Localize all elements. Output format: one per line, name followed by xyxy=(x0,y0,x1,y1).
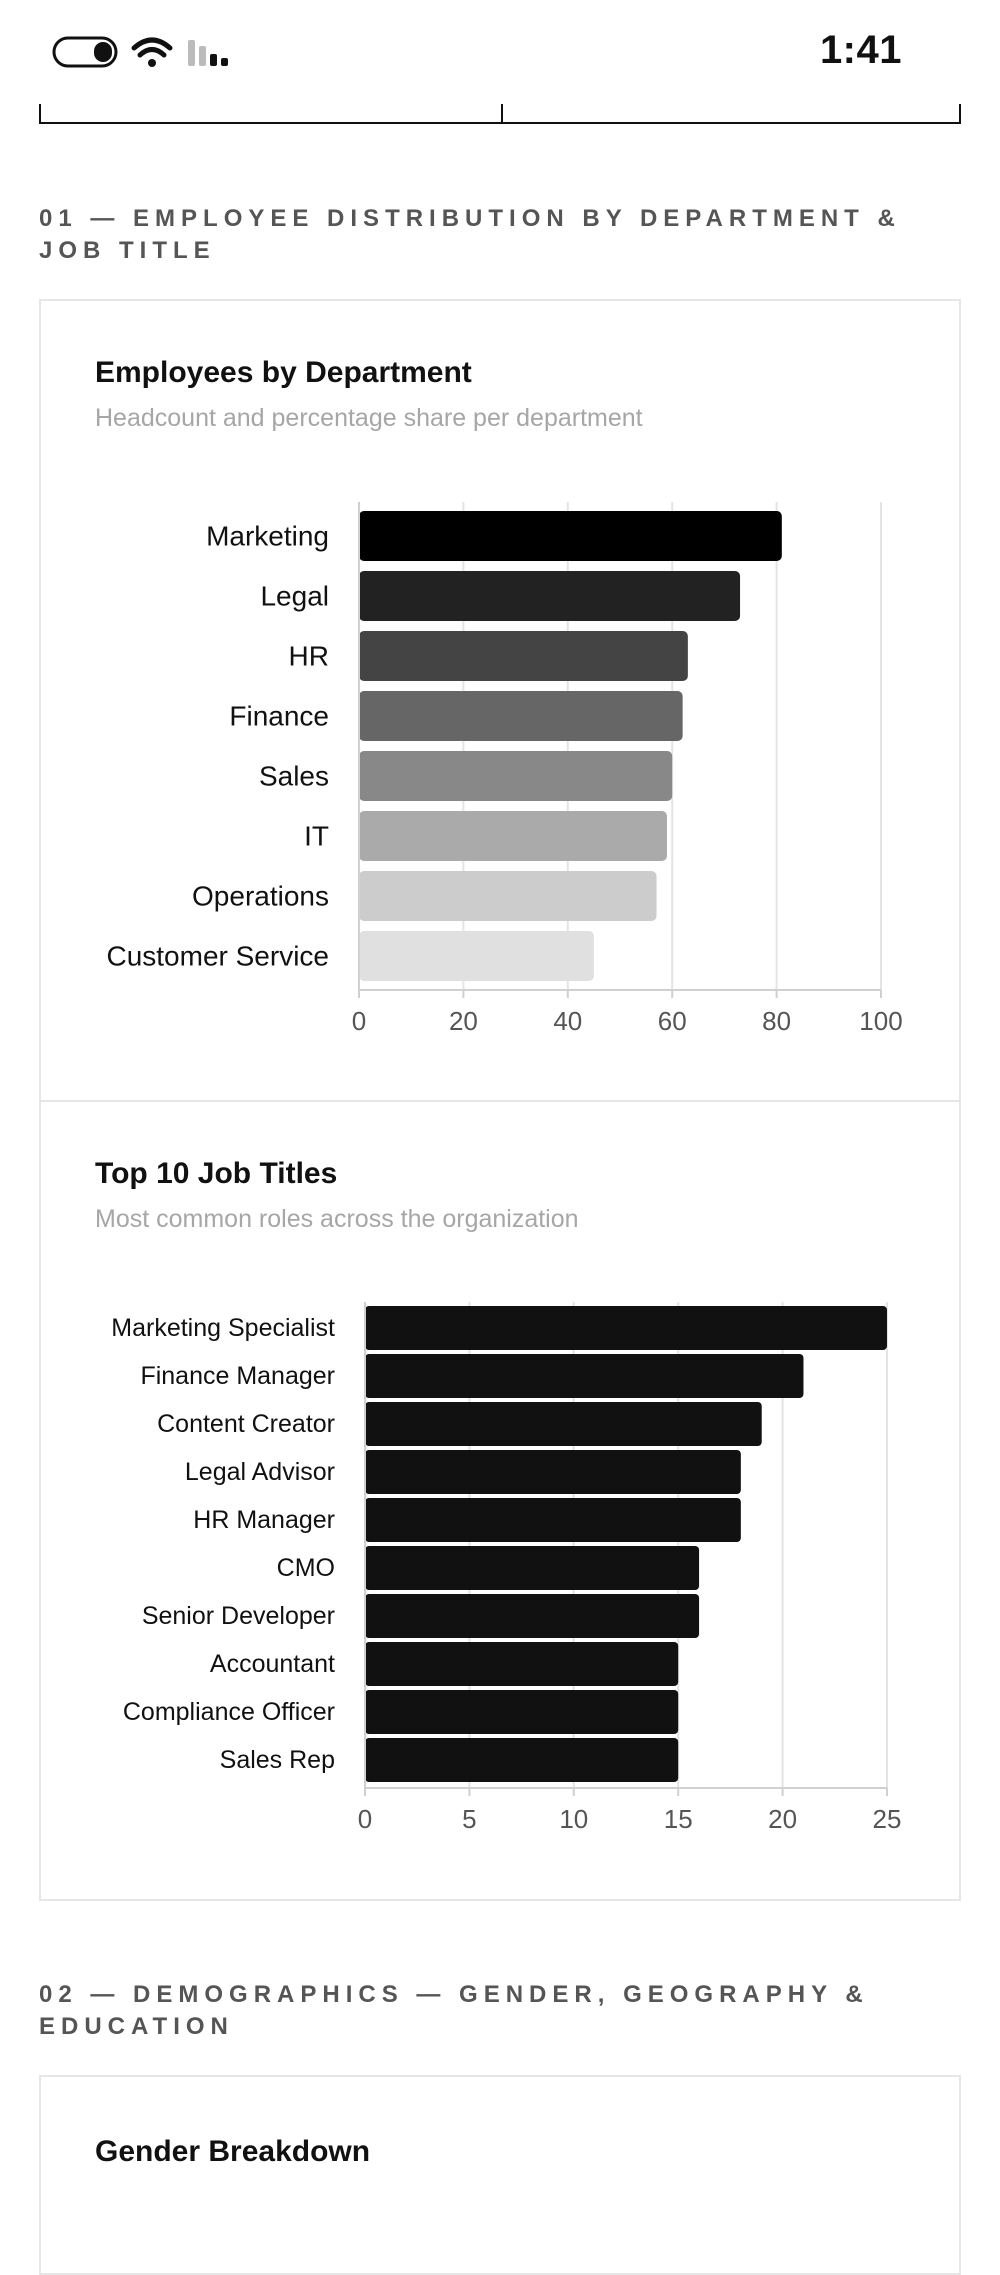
bar xyxy=(365,1738,679,1782)
x-tick-label: 10 xyxy=(559,1804,588,1834)
x-tick-label: 20 xyxy=(768,1804,797,1834)
category-label: Sales xyxy=(259,761,329,792)
x-tick-label: 15 xyxy=(664,1804,693,1834)
bar xyxy=(359,511,782,561)
x-tick-label: 20 xyxy=(449,1006,478,1036)
category-label: Operations xyxy=(192,881,329,912)
bar xyxy=(365,1354,804,1398)
x-tick-label: 0 xyxy=(358,1804,372,1834)
bar xyxy=(365,1450,741,1494)
x-tick-label: 25 xyxy=(873,1804,902,1834)
bar xyxy=(365,1594,700,1638)
status-bar: 1:41 xyxy=(0,0,1000,110)
x-tick-label: 80 xyxy=(762,1006,791,1036)
signal-icon xyxy=(188,40,228,66)
category-label: Legal Advisor xyxy=(185,1458,335,1486)
category-label: Content Creator xyxy=(157,1410,335,1438)
card-employees-by-department: Employees by Department Headcount and pe… xyxy=(39,299,961,1102)
category-label: Accountant xyxy=(210,1650,335,1678)
wifi-icon xyxy=(131,37,173,67)
category-label: IT xyxy=(304,821,329,852)
status-icons xyxy=(52,34,242,79)
bar xyxy=(359,931,594,981)
category-label: CMO xyxy=(277,1554,335,1582)
card-gender-breakdown: Gender Breakdown xyxy=(39,2075,961,2275)
card-top-job-titles: Top 10 Job Titles Most common roles acro… xyxy=(39,1100,961,1901)
category-label: HR xyxy=(289,641,329,672)
section-title-demographics: 02 — DEMOGRAPHICS — GENDER, GEOGRAPHY & … xyxy=(39,1981,869,2040)
category-label: Sales Rep xyxy=(220,1746,335,1774)
bar xyxy=(359,751,673,801)
bar xyxy=(365,1690,679,1734)
bar xyxy=(365,1642,679,1686)
x-tick-label: 60 xyxy=(658,1006,687,1036)
status-time: 1:41 xyxy=(819,28,902,72)
card-subtitle: Headcount and percentage share per depar… xyxy=(95,404,643,432)
bar xyxy=(365,1498,741,1542)
x-tick-label: 0 xyxy=(352,1006,366,1036)
section-title-employee-distribution: 01 — EMPLOYEE DISTRIBUTION BY DEPARTMENT… xyxy=(39,205,901,264)
card-title: Employees by Department xyxy=(95,356,472,389)
category-label: Senior Developer xyxy=(142,1602,335,1630)
x-tick-label: 40 xyxy=(553,1006,582,1036)
bar xyxy=(359,871,657,921)
category-label: Finance Manager xyxy=(140,1362,335,1390)
card-title: Gender Breakdown xyxy=(95,2135,371,2168)
x-tick-label: 5 xyxy=(462,1804,476,1834)
job-title-bar-chart: Marketing Specialist Finance Manager Conte… xyxy=(111,1302,902,1834)
department-bar-chart: Marketing Legal HR Finance Sales IT Operations… xyxy=(106,502,903,1036)
category-label: HR Manager xyxy=(193,1506,335,1534)
category-label: Finance xyxy=(229,701,329,732)
bar xyxy=(359,631,688,681)
card-subtitle: Most common roles across the organizatio… xyxy=(95,1205,579,1233)
x-tick-label: 100 xyxy=(859,1006,902,1036)
bar xyxy=(359,691,683,741)
battery-icon xyxy=(52,36,118,68)
category-label: Marketing Specialist xyxy=(111,1314,335,1342)
category-label: Compliance Officer xyxy=(123,1698,335,1726)
frame-divider xyxy=(501,104,503,124)
bar xyxy=(359,811,667,861)
category-label: Marketing xyxy=(206,521,329,552)
bar xyxy=(359,571,741,621)
category-label: Legal xyxy=(260,581,329,612)
bar xyxy=(365,1306,887,1350)
bar xyxy=(365,1402,762,1446)
bar xyxy=(365,1546,700,1590)
previous-section-frame xyxy=(39,104,961,124)
card-title: Top 10 Job Titles xyxy=(95,1157,338,1190)
category-label: Customer Service xyxy=(106,941,329,972)
